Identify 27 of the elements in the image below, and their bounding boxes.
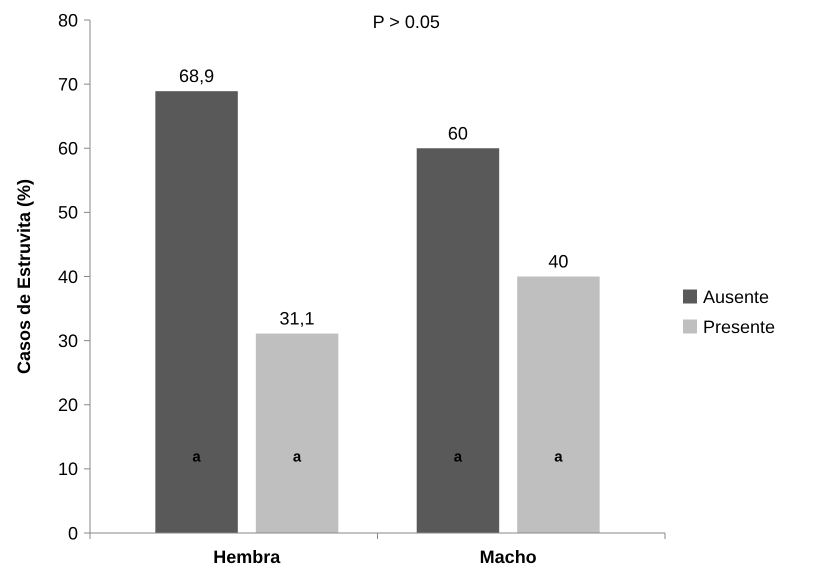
y-axis-title: Casos de Estruvita (%) — [14, 178, 34, 374]
bar — [256, 334, 338, 533]
x-tick-label: Hembra — [213, 547, 282, 567]
data-label: 40 — [548, 252, 568, 272]
data-label: 68,9 — [179, 66, 214, 86]
data-label: 31,1 — [280, 308, 315, 329]
annotation: a — [292, 448, 302, 466]
y-tick-label: 50 — [58, 202, 78, 223]
bar — [517, 276, 600, 533]
y-tick-label: 60 — [58, 138, 78, 159]
y-tick-label: 10 — [58, 459, 78, 480]
legend-label: Ausente — [703, 286, 770, 307]
data-label: 60 — [448, 123, 468, 144]
y-tick-label: 30 — [58, 330, 78, 351]
annotation: a — [192, 448, 202, 466]
annotation: a — [454, 448, 463, 466]
y-tick-label: 20 — [58, 395, 78, 416]
y-tick-label: 80 — [58, 10, 78, 30]
y-tick-label: 40 — [58, 266, 78, 287]
y-tick-label: 70 — [58, 74, 78, 94]
y-tick-label: 0 — [68, 523, 78, 544]
x-tick-label: Macho — [480, 547, 537, 567]
annotation: a — [554, 448, 564, 466]
bar — [155, 91, 238, 533]
annotation: P > 0.05 — [372, 12, 440, 32]
bar — [416, 148, 500, 533]
legend-label: Presente — [703, 316, 776, 337]
